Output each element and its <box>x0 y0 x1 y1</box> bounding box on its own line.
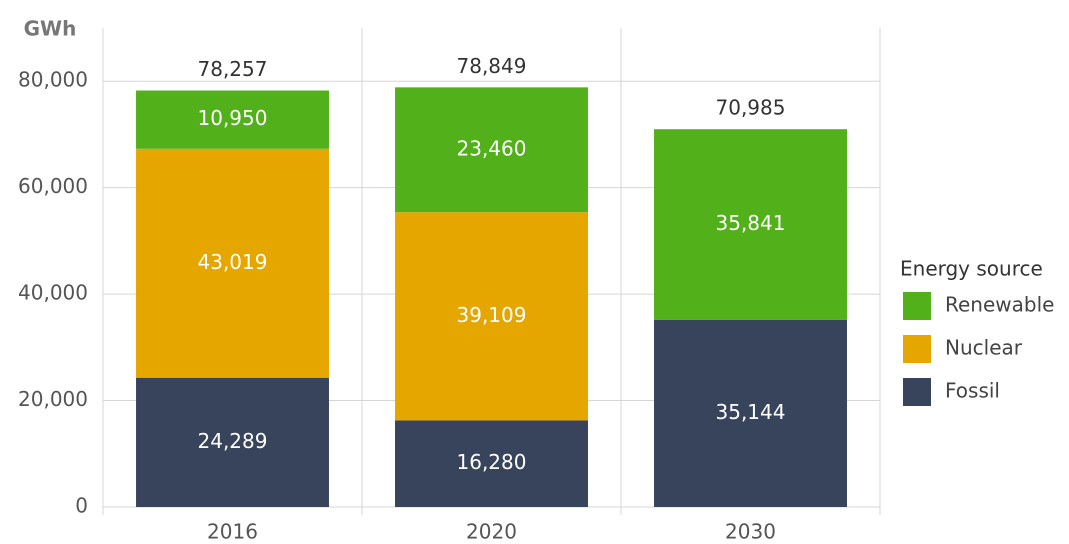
x-tick-label: 2016 <box>207 520 258 544</box>
x-tick-label: 2030 <box>725 520 776 544</box>
bar-segment <box>395 420 588 507</box>
bar-segment <box>395 212 588 421</box>
total-label: 78,849 <box>457 54 527 78</box>
bar-segment <box>136 377 329 507</box>
legend-label: Nuclear <box>945 336 1023 360</box>
bar-segment <box>654 129 847 320</box>
total-label: 78,257 <box>198 57 268 81</box>
bar-segment <box>395 87 588 213</box>
legend-swatch <box>903 378 931 406</box>
data-label: 10,950 <box>198 106 268 130</box>
data-label: 35,841 <box>716 211 786 235</box>
data-label: 43,019 <box>198 250 268 274</box>
bar-segment <box>136 90 329 149</box>
legend-swatch <box>903 292 931 320</box>
bar-segment <box>654 319 847 507</box>
y-tick-label: 40,000 <box>18 281 88 305</box>
y-tick-label: 80,000 <box>18 68 88 92</box>
legend-swatch <box>903 335 931 363</box>
data-label: 24,289 <box>198 429 268 453</box>
y-tick-label: 60,000 <box>18 174 88 198</box>
data-label: 16,280 <box>457 450 527 474</box>
y-axis-label: GWh <box>24 17 77 41</box>
legend-label: Fossil <box>945 379 1000 403</box>
y-tick-label: 0 <box>75 494 88 518</box>
legend-title: Energy source <box>900 257 1043 281</box>
x-tick-label: 2020 <box>466 520 517 544</box>
y-tick-label: 20,000 <box>18 387 88 411</box>
data-label: 35,144 <box>716 400 786 424</box>
data-label: 39,109 <box>457 303 527 327</box>
bar-segment <box>136 148 329 378</box>
legend-label: Renewable <box>945 293 1054 317</box>
total-label: 70,985 <box>716 96 786 120</box>
data-label: 23,460 <box>457 136 527 160</box>
